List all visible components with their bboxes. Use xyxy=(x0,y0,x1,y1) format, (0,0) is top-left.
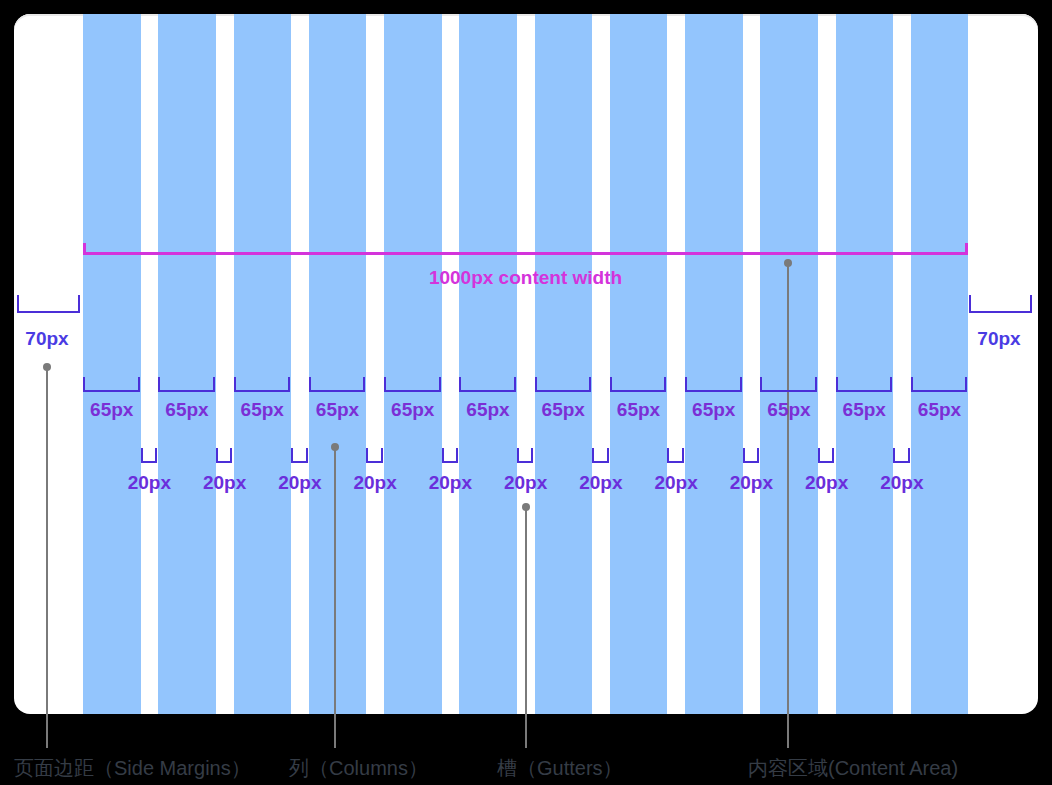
grid-column xyxy=(309,14,367,714)
gutter-width-bracket xyxy=(141,448,158,463)
column-width-bracket xyxy=(309,377,366,392)
column-width-label: 65px xyxy=(755,399,823,421)
grid-layout-diagram: 1000px content width 70px 70px 65px 65px 6… xyxy=(0,0,1052,785)
grid-column xyxy=(535,14,593,714)
gutter-width-bracket xyxy=(818,448,835,463)
gutter-width-label: 20px xyxy=(117,472,181,494)
gutter-width-label: 20px xyxy=(193,472,257,494)
grid-column xyxy=(911,14,969,714)
column-width-bracket xyxy=(535,377,592,392)
leader-dot-gutters xyxy=(522,503,530,511)
column-width-bracket xyxy=(685,377,742,392)
gutter-width-bracket xyxy=(667,448,684,463)
column-width-label: 65px xyxy=(229,399,297,421)
column-width-bracket xyxy=(610,377,667,392)
leader-line-gutters xyxy=(525,507,527,748)
grid-column xyxy=(760,14,818,714)
column-width-bracket xyxy=(760,377,817,392)
right-margin-label: 70px xyxy=(967,328,1031,350)
gutter-width-label: 20px xyxy=(343,472,407,494)
column-width-bracket xyxy=(83,377,140,392)
leader-line-content-area xyxy=(787,263,789,748)
legend-gutters: 槽（Gutters） xyxy=(497,755,623,782)
column-width-label: 65px xyxy=(831,399,899,421)
grid-column xyxy=(158,14,216,714)
leader-dot-side-margins xyxy=(43,363,51,371)
gutter-width-bracket xyxy=(366,448,383,463)
column-width-label: 65px xyxy=(304,399,372,421)
gutter-width-label: 20px xyxy=(569,472,633,494)
column-width-label: 65px xyxy=(454,399,522,421)
leader-line-side-margins xyxy=(46,367,48,748)
gutter-width-bracket xyxy=(291,448,308,463)
gutter-width-label: 20px xyxy=(719,472,783,494)
grid-column xyxy=(234,14,292,714)
content-width-bracket xyxy=(83,243,968,255)
grid-column xyxy=(384,14,442,714)
gutter-width-label: 20px xyxy=(795,472,859,494)
column-width-bracket xyxy=(384,377,441,392)
gutter-width-label: 20px xyxy=(268,472,332,494)
gutter-width-label: 20px xyxy=(418,472,482,494)
leader-line-columns xyxy=(334,447,336,748)
content-width-label: 1000px content width xyxy=(83,267,968,289)
grid-column xyxy=(610,14,668,714)
left-margin-label: 70px xyxy=(15,328,79,350)
column-width-bracket xyxy=(234,377,291,392)
grid-column xyxy=(685,14,743,714)
gutter-width-bracket xyxy=(743,448,760,463)
column-width-label: 65px xyxy=(605,399,673,421)
column-width-label: 65px xyxy=(78,399,146,421)
column-width-label: 65px xyxy=(379,399,447,421)
legend-side-margins: 页面边距（Side Margins） xyxy=(14,755,251,782)
leader-dot-content-area xyxy=(784,259,792,267)
gutter-width-bracket xyxy=(517,448,534,463)
column-width-bracket xyxy=(836,377,893,392)
grid-column xyxy=(459,14,517,714)
right-margin-bracket xyxy=(969,295,1032,313)
column-width-label: 65px xyxy=(906,399,974,421)
gutter-width-label: 20px xyxy=(644,472,708,494)
gutter-width-label: 20px xyxy=(494,472,558,494)
column-width-label: 65px xyxy=(530,399,598,421)
legend-columns: 列（Columns） xyxy=(289,755,428,782)
column-width-bracket xyxy=(158,377,215,392)
column-width-label: 65px xyxy=(153,399,221,421)
grid-column xyxy=(836,14,894,714)
grid-column xyxy=(83,14,141,714)
gutter-width-bracket xyxy=(442,448,459,463)
column-width-bracket xyxy=(459,377,516,392)
column-width-label: 65px xyxy=(680,399,748,421)
gutter-width-bracket xyxy=(592,448,609,463)
legend-content-area: 内容区域(Content Area) xyxy=(748,755,958,782)
gutter-width-bracket xyxy=(216,448,233,463)
leader-dot-columns xyxy=(331,443,339,451)
gutter-width-bracket xyxy=(893,448,910,463)
column-width-bracket xyxy=(911,377,968,392)
gutter-width-label: 20px xyxy=(870,472,934,494)
left-margin-bracket xyxy=(17,295,80,313)
